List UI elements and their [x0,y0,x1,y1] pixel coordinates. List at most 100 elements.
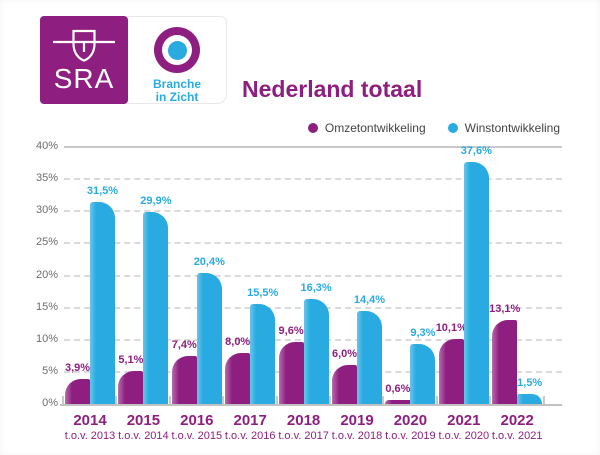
axis-tick [435,396,438,404]
bar-value-label-omzet-2014: 3,9% [64,361,91,374]
sra-logo-square: SRA [40,16,128,104]
branche-in-zicht-icon-dot [167,40,187,60]
bar-value-label-winst-2015: 29,9% [140,194,172,207]
y-axis-label: 10% [35,332,58,345]
y-axis-label: 5% [42,364,58,377]
bar-omzet-2022 [492,319,518,404]
y-gridline [64,274,562,277]
year-label: 2020 [393,412,428,429]
year-label: 2014 [73,412,107,429]
x-axis-label-2021: 2021 t.o.v. 2020 [424,412,504,443]
axis-tick [329,396,331,404]
bar-winst-2018 [303,299,329,404]
bar-omzet-2014 [65,378,90,404]
axis-tick [275,396,278,404]
y-axis-label: 30% [35,204,58,217]
bar-value-label-omzet-2018: 9,6% [278,325,304,338]
year-label: 2015 [126,412,161,429]
x-axis-label-2016: 2016 t.o.v. 2015 [157,412,237,443]
bar-winst-2014 [90,201,115,404]
bar-value-label-winst-2019: 14,4% [353,294,386,307]
axis-tick [489,396,492,404]
axis-tick [168,396,171,404]
comparison-label: t.o.v. 2017 [278,430,329,442]
bar-winst-2019 [357,311,382,404]
comparison-label: t.o.v. 2020 [438,430,490,442]
sra-branche-in-zicht-logo: SRA Branche in Zicht [40,16,227,104]
axis-tick [115,396,118,404]
bar-value-label-winst-2022: 1,5% [517,377,543,390]
bar-value-label-omzet-2016: 7,4% [171,339,197,352]
bar-value-label-winst-2021: 37,6% [460,145,492,158]
branche-in-zicht-icon-ring [162,35,192,65]
bar-value-label-winst-2016: 20,4% [193,255,225,268]
y-gridline [64,242,562,245]
y-axis-label: 20% [35,268,58,281]
bar-value-label-omzet-2015: 5,1% [118,354,144,367]
bar-winst-2017 [250,304,276,404]
legend-item-winstontwikkeling: Winstontwikkeling [447,121,560,135]
axis-tick [542,396,545,404]
comparison-label: t.o.v. 2019 [385,430,436,442]
branche-in-zicht-icon [154,27,200,73]
axis-tick [222,396,225,404]
year-label: 2022 [500,412,534,429]
bar-omzet-2015 [118,371,144,404]
legend-dot-omzet-icon [307,123,318,133]
y-gridline [64,146,562,148]
y-axis-label: 0% [42,397,58,409]
shield-icon [53,29,115,62]
bar-winst-2015 [143,211,169,404]
branche-in-zicht-label: Branche in Zicht [152,77,202,104]
bar-omzet-2017 [225,352,251,404]
comparison-label: t.o.v. 2015 [171,430,223,442]
bar-winst-2022 [517,394,543,404]
bar-value-label-winst-2018: 16,3% [300,282,332,295]
bar-omzet-2016 [171,356,197,404]
bar-value-label-omzet-2021: 10,1% [435,322,467,335]
y-axis-label: 25% [35,236,58,249]
legend-label-omzet: Omzetontwikkeling [324,121,426,135]
comparison-label: t.o.v. 2013 [64,430,116,442]
x-axis-label-2022: 2022 t.o.v. 2021 [477,412,557,443]
x-axis-label-2020: 2020 t.o.v. 2019 [370,412,450,443]
y-axis-label: 35% [35,172,58,185]
bar-omzet-2021 [438,339,464,404]
bar-value-label-winst-2020: 9,3% [410,327,436,340]
bar-value-label-omzet-2022: 13,1% [489,302,521,315]
x-axis-label-2017: 2017 t.o.v. 2016 [210,412,290,443]
bar-value-label-omzet-2019: 6,0% [331,348,358,361]
x-axis-label-2019: 2019 t.o.v. 2018 [317,412,397,443]
legend-item-omzetontwikkeling: Omzetontwikkeling [307,121,426,135]
bar-winst-2020 [410,344,436,404]
x-axis-label-2018: 2018 t.o.v. 2017 [264,412,344,443]
year-label: 2016 [180,412,214,429]
x-axis-label-2015: 2015 t.o.v. 2014 [103,412,183,443]
legend-dot-winst-icon [447,123,458,133]
year-label: 2019 [340,412,374,429]
bar-omzet-2019 [332,365,357,404]
bar-value-label-winst-2017: 15,5% [247,287,279,300]
bar-value-label-winst-2014: 31,5% [86,184,119,197]
year-label: 2017 [233,412,267,429]
comparison-label: t.o.v. 2014 [118,430,169,442]
bar-value-label-omzet-2017: 8,0% [225,335,251,348]
year-label: 2021 [447,412,481,429]
bar-value-label-omzet-2020: 0,6% [385,383,411,396]
bar-winst-2016 [196,272,222,404]
axis-tick [62,396,64,404]
y-gridline [64,210,562,213]
branche-in-zicht-panel: Branche in Zicht [128,16,227,104]
comparison-label: t.o.v. 2018 [331,430,383,442]
y-axis-label: 40% [35,140,58,152]
chart-legend: Omzetontwikkeling Winstontwikkeling [307,121,560,135]
y-axis-label: 15% [35,300,58,313]
x-axis-label-2014: 2014 t.o.v. 2013 [50,412,130,443]
bar-winst-2021 [463,162,489,404]
bar-omzet-2020 [385,400,411,404]
x-axis-line [60,404,562,406]
bar-omzet-2018 [278,342,304,404]
year-label: 2018 [286,412,321,429]
